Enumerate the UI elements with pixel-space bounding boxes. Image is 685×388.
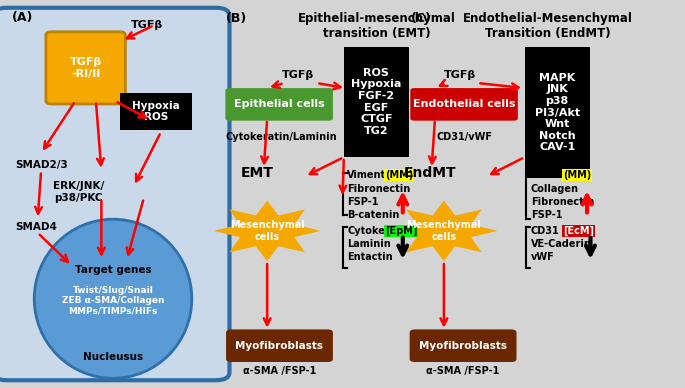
Text: Collagen: Collagen bbox=[531, 184, 579, 194]
Text: Endothelial-Mesenchymal
Transition (EndMT): Endothelial-Mesenchymal Transition (EndM… bbox=[463, 12, 633, 40]
FancyBboxPatch shape bbox=[410, 329, 516, 362]
Text: ERK/JNK/
p38/PKC: ERK/JNK/ p38/PKC bbox=[53, 181, 104, 203]
FancyBboxPatch shape bbox=[344, 47, 409, 157]
Text: TGFβ: TGFβ bbox=[282, 69, 314, 80]
Text: EndMT: EndMT bbox=[404, 166, 456, 180]
Text: TGFβ: TGFβ bbox=[444, 69, 477, 80]
Text: MAPK
JNK
p38
PI3/Akt
Wnt
Notch
CAV-1: MAPK JNK p38 PI3/Akt Wnt Notch CAV-1 bbox=[535, 73, 580, 152]
Text: Laminin: Laminin bbox=[347, 239, 391, 249]
Text: Cytokeratin/Laminin: Cytokeratin/Laminin bbox=[225, 132, 336, 142]
Text: (C): (C) bbox=[411, 12, 432, 25]
Text: α-SMA /FSP-1: α-SMA /FSP-1 bbox=[242, 366, 316, 376]
Text: CD31/vWF: CD31/vWF bbox=[436, 132, 493, 142]
FancyBboxPatch shape bbox=[0, 8, 229, 380]
Ellipse shape bbox=[34, 219, 192, 378]
Text: α-SMA /FSP-1: α-SMA /FSP-1 bbox=[426, 366, 500, 376]
Text: SMAD4: SMAD4 bbox=[15, 222, 57, 232]
FancyBboxPatch shape bbox=[120, 93, 192, 130]
Text: CD31: CD31 bbox=[531, 226, 560, 236]
Text: EMT: EMT bbox=[240, 166, 273, 180]
Text: Epithelial-mesenchymal
transition (EMT): Epithelial-mesenchymal transition (EMT) bbox=[298, 12, 456, 40]
Text: Myofibroblasts: Myofibroblasts bbox=[419, 341, 507, 351]
Text: Nucleusus: Nucleusus bbox=[83, 352, 143, 362]
Text: (MM): (MM) bbox=[385, 170, 413, 180]
Text: Mesenchymal
cells: Mesenchymal cells bbox=[229, 220, 305, 242]
Polygon shape bbox=[214, 201, 321, 261]
Text: B-catenin: B-catenin bbox=[347, 210, 399, 220]
Text: [EpM]: [EpM] bbox=[385, 226, 417, 236]
Text: Fibronectin: Fibronectin bbox=[347, 184, 410, 194]
Text: FSP-1: FSP-1 bbox=[531, 210, 562, 220]
Text: FSP-1: FSP-1 bbox=[347, 197, 379, 207]
Text: Vimentin: Vimentin bbox=[347, 170, 397, 180]
Text: Epithelial cells: Epithelial cells bbox=[234, 99, 325, 109]
Text: Fibronectin: Fibronectin bbox=[531, 197, 594, 207]
Text: TGFβ
-RI/II: TGFβ -RI/II bbox=[69, 57, 102, 79]
FancyBboxPatch shape bbox=[525, 47, 590, 178]
Text: Cytokeratin: Cytokeratin bbox=[347, 226, 412, 236]
Text: Target genes: Target genes bbox=[75, 265, 151, 275]
Text: ROS
Hypoxia
FGF-2
EGF
CTGF
TG2: ROS Hypoxia FGF-2 EGF CTGF TG2 bbox=[351, 68, 401, 136]
Text: Twist/Slug/Snail
ZEB α-SMA/Collagen
MMPs/TIMPs/HIFs: Twist/Slug/Snail ZEB α-SMA/Collagen MMPs… bbox=[62, 286, 164, 315]
Text: Entactin: Entactin bbox=[347, 252, 393, 262]
Text: (A): (A) bbox=[12, 11, 34, 24]
FancyBboxPatch shape bbox=[225, 88, 333, 121]
Text: vWF: vWF bbox=[531, 252, 555, 262]
Text: TGFβ: TGFβ bbox=[131, 20, 164, 30]
Text: (B): (B) bbox=[226, 12, 247, 25]
Text: VE-Caderin: VE-Caderin bbox=[531, 239, 592, 249]
Text: SMAD2/3: SMAD2/3 bbox=[15, 160, 68, 170]
Text: Myofibroblasts: Myofibroblasts bbox=[236, 341, 323, 351]
FancyBboxPatch shape bbox=[410, 88, 518, 121]
Text: (MM): (MM) bbox=[563, 170, 591, 180]
Text: Mesenchymal
cells: Mesenchymal cells bbox=[406, 220, 482, 242]
Text: Hypoxia
ROS: Hypoxia ROS bbox=[132, 101, 179, 122]
Text: α-SMA: α-SMA bbox=[531, 170, 566, 180]
FancyBboxPatch shape bbox=[226, 329, 333, 362]
FancyBboxPatch shape bbox=[46, 32, 125, 104]
Polygon shape bbox=[390, 201, 497, 261]
Text: Endothelial cells: Endothelial cells bbox=[413, 99, 515, 109]
Text: [EcM]: [EcM] bbox=[563, 226, 594, 236]
